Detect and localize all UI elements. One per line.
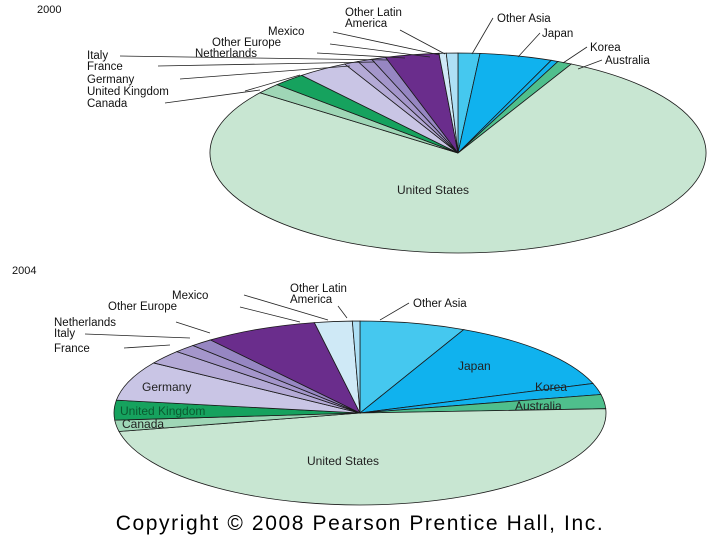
- pie-slices-2000: [209, 52, 707, 254]
- pie-slices-2004: [113, 320, 607, 506]
- pie-charts-svg: 2000 Other Latin America Mexico Other Eu…: [12, 4, 707, 506]
- label-united-states: United States: [307, 454, 379, 468]
- leader-other-asia: [471, 17, 494, 55]
- label-germany: Germany: [87, 74, 135, 86]
- copyright-notice: Copyright © 2008 Pearson Prentice Hall, …: [115, 512, 605, 535]
- leader-united-kingdom: [244, 74, 301, 92]
- label-canada: Canada: [122, 417, 164, 431]
- label-other-latin-america-line1: Other Latin: [290, 283, 347, 295]
- chart-title-2000: 2000: [37, 4, 61, 16]
- pie-slice-other-latin-america: [351, 320, 361, 414]
- label-australia: Australia: [515, 399, 562, 413]
- label-korea: Korea: [590, 42, 621, 54]
- label-japan: Japan: [542, 28, 573, 40]
- label-other-asia: Other Asia: [413, 298, 467, 310]
- pie-slice-united-states: [118, 408, 607, 506]
- label-other-latin-america-line1: Other Latin: [345, 7, 402, 19]
- label-canada: Canada: [87, 98, 128, 110]
- leader-korea: [562, 46, 588, 64]
- label-other-latin-america-line2: America: [290, 294, 333, 306]
- label-united-states: United States: [397, 183, 469, 197]
- leader-other-europe: [329, 43, 431, 58]
- label-mexico: Mexico: [172, 290, 208, 302]
- label-other-latin-america-line2: America: [345, 18, 388, 30]
- label-other-europe: Other Europe: [212, 37, 281, 49]
- leader-japan: [517, 32, 541, 58]
- leader-mexico: [243, 294, 329, 321]
- label-france: France: [54, 343, 90, 355]
- pie-chart-2004: 2004 Other Latin America Mexico Other Eu…: [12, 265, 607, 506]
- pie-slice-other-latin-america: [445, 52, 459, 154]
- label-japan: Japan: [458, 359, 491, 373]
- label-germany: Germany: [142, 380, 191, 394]
- leader-netherlands: [316, 52, 406, 59]
- leader-germany: [179, 65, 351, 80]
- leader-other-latin-america: [337, 305, 348, 319]
- leader-netherlands: [175, 321, 211, 334]
- leader-france: [157, 61, 376, 67]
- leader-italy: [84, 333, 191, 339]
- label-united-kingdom: United Kingdom: [87, 86, 169, 98]
- pie-slice-other-europe: [209, 322, 361, 414]
- label-korea: Korea: [535, 380, 567, 394]
- leader-france: [123, 344, 171, 349]
- label-other-asia: Other Asia: [497, 13, 551, 25]
- label-mexico: Mexico: [268, 26, 304, 38]
- label-italy: Italy: [54, 328, 75, 340]
- leader-canada: [164, 89, 261, 104]
- label-italy: Italy: [87, 50, 108, 62]
- leader-italy: [119, 55, 389, 61]
- leader-mexico: [332, 31, 441, 56]
- label-other-europe: Other Europe: [108, 301, 177, 313]
- leader-other-europe: [239, 306, 301, 323]
- leader-australia: [577, 59, 603, 70]
- label-france: France: [87, 61, 123, 73]
- chart-title-2004: 2004: [12, 265, 36, 277]
- pie-slice-japan: [358, 329, 594, 414]
- leader-other-latin-america: [399, 29, 446, 55]
- label-netherlands: Netherlands: [54, 317, 116, 329]
- pie-slice-united-states: [209, 63, 707, 254]
- pie-chart-2000: 2000 Other Latin America Mexico Other Eu…: [37, 4, 707, 254]
- pie-slice-other-asia: [359, 320, 465, 414]
- pie-slice-germany: [115, 362, 361, 414]
- leader-other-asia: [379, 302, 410, 321]
- label-australia: Australia: [605, 55, 650, 67]
- label-united-kingdom: United Kingdom: [120, 404, 205, 418]
